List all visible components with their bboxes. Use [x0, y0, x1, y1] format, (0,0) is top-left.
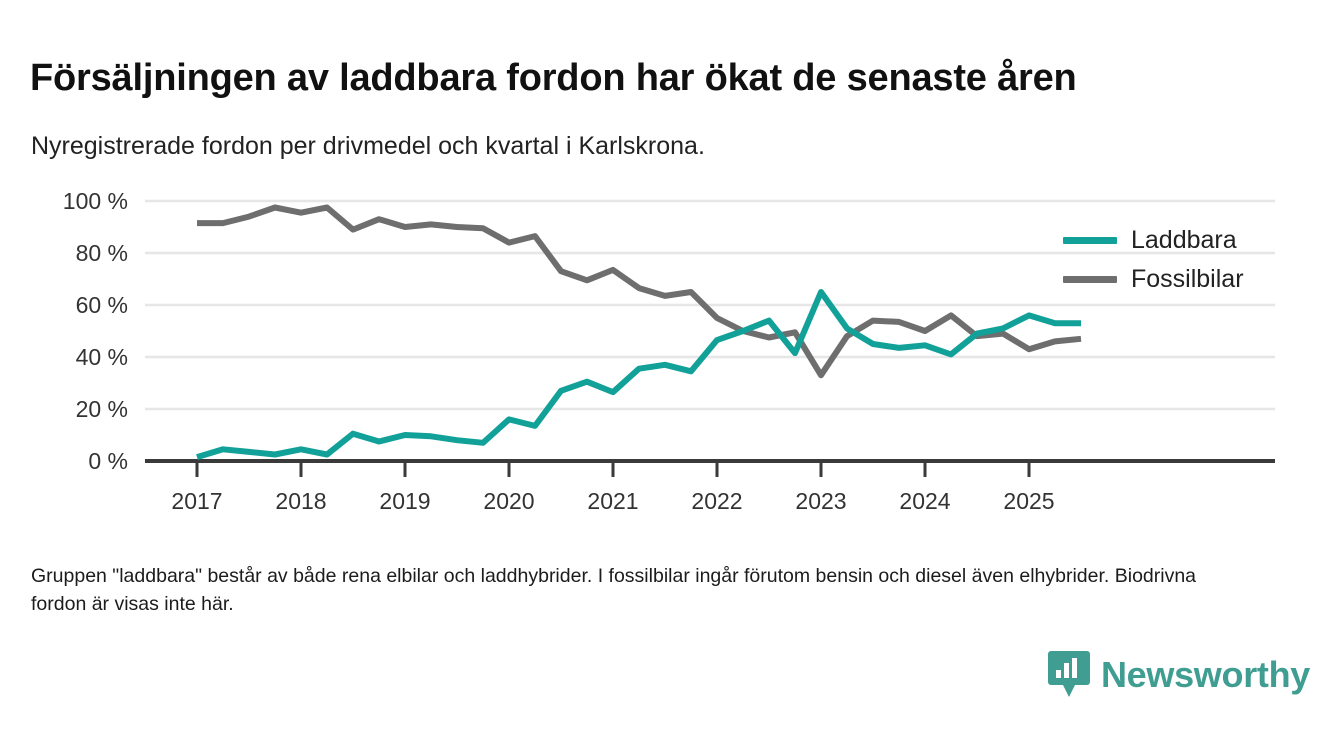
x-tick-label: 2018 — [275, 488, 326, 514]
line-chart: 0 % 20 % 40 % 60 % 80 % 100 % 2017 2018 2019 202… — [0, 180, 1340, 520]
legend-label-fossilbilar: Fossilbilar — [1131, 265, 1244, 293]
x-axis — [145, 459, 1275, 477]
legend-item-fossilbilar[interactable]: Fossilbilar — [1063, 260, 1323, 299]
x-tick-label: 2024 — [899, 488, 950, 514]
y-tick-label: 0 % — [88, 448, 128, 474]
chart-legend: Laddbara Fossilbilar — [1063, 221, 1323, 299]
newsworthy-logo-text: Newsworthy — [1100, 654, 1310, 695]
x-tick-label: 2025 — [1003, 488, 1054, 514]
legend-label-laddbara: Laddbara — [1131, 226, 1237, 254]
x-tick-label: 2020 — [483, 488, 534, 514]
series-line-laddbara — [196, 289, 1081, 460]
x-tick-label: 2022 — [691, 488, 742, 514]
chart-plot-area: 0 % 20 % 40 % 60 % 80 % 100 % 2017 2018 2019 202… — [63, 188, 1275, 514]
data-series-lines — [196, 204, 1082, 460]
bar-chart-speech-bubble-icon — [1047, 651, 1090, 699]
y-tick-label: 100 % — [63, 188, 128, 214]
page-subtitle: Nyregistrerade fordon per drivmedel och … — [31, 132, 705, 160]
x-tick-label: 2023 — [795, 488, 846, 514]
page-title: Försäljningen av laddbara fordon har öka… — [30, 57, 1077, 100]
y-tick-label: 80 % — [76, 240, 128, 266]
gridlines — [145, 199, 1275, 411]
series-line-fossilbilar — [197, 204, 1082, 379]
legend-swatch-fossilbilar — [1063, 276, 1117, 283]
y-tick-label: 60 % — [76, 292, 128, 318]
y-axis-tick-labels: 0 % 20 % 40 % 60 % 80 % 100 % — [63, 188, 128, 474]
legend-item-laddbara[interactable]: Laddbara — [1063, 221, 1323, 260]
chart-footnote: Gruppen "laddbara" består av både rena e… — [31, 565, 1197, 615]
x-tick-label: 2021 — [587, 488, 638, 514]
x-tick-label: 2017 — [171, 488, 222, 514]
legend-swatch-laddbara — [1063, 237, 1117, 244]
y-tick-label: 40 % — [76, 344, 128, 370]
y-tick-label: 20 % — [76, 396, 128, 422]
x-tick-label: 2019 — [379, 488, 430, 514]
x-axis-tick-labels: 2017 2018 2019 2020 2021 2022 2023 2024 2025 — [171, 488, 1054, 514]
newsworthy-logo[interactable]: Newsworthy — [1047, 651, 1310, 699]
